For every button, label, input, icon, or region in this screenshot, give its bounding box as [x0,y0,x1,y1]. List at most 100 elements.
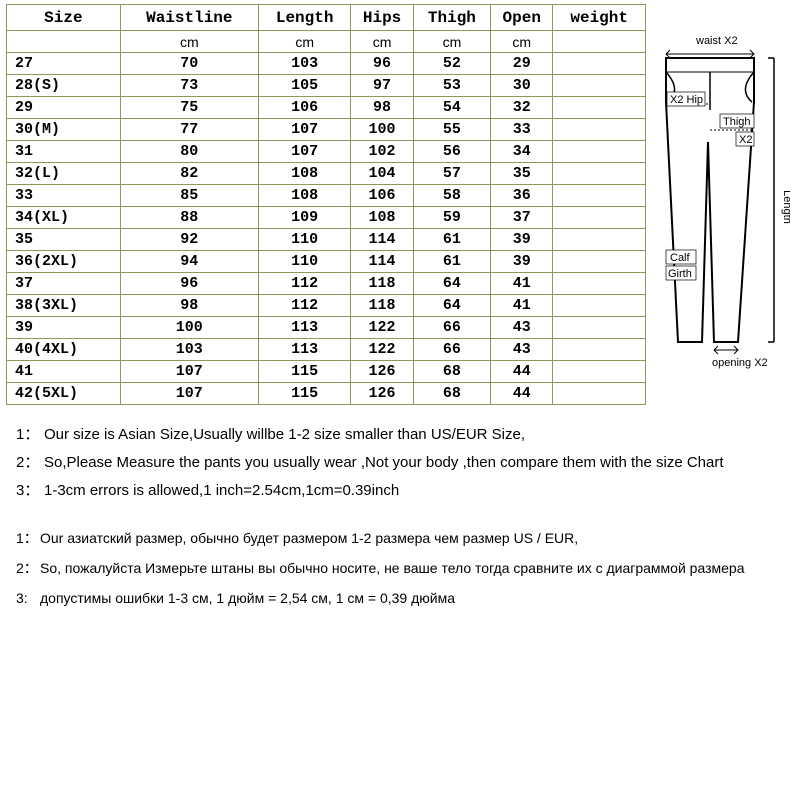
cell-value [553,229,646,251]
table-row: 28(S)73105975330 [7,75,646,97]
table-row: 42(5XL)1071151266844 [7,383,646,405]
notes-russian: 1： Our азиатский размер, обычно будет ра… [6,527,794,610]
cell-value: 115 [258,361,351,383]
cell-value: 105 [258,75,351,97]
cell-value: 114 [351,229,413,251]
cell-value: 103 [120,339,258,361]
cell-size: 42(5XL) [7,383,121,405]
cell-value: 44 [491,383,553,405]
cell-value [553,53,646,75]
cell-value: 118 [351,273,413,295]
cell-value: 55 [413,119,490,141]
table-row: 2770103965229 [7,53,646,75]
cell-value: 102 [351,141,413,163]
cell-size: 39 [7,317,121,339]
cell-value: 103 [258,53,351,75]
cell-value: 97 [351,75,413,97]
cell-value: 113 [258,339,351,361]
cell-size: 31 [7,141,121,163]
header-row: Size Waistline Length Hips Thigh Open we… [7,5,646,31]
table-row: 34(XL)881091085937 [7,207,646,229]
col-waistline: Waistline [120,5,258,31]
cell-size: 41 [7,361,121,383]
cell-value: 126 [351,383,413,405]
cell-value: 96 [120,273,258,295]
cell-value [553,251,646,273]
cell-value: 122 [351,339,413,361]
cell-value: 100 [351,119,413,141]
cell-value: 98 [351,97,413,119]
note-ru-3: 3: допустимы ошибки 1-3 см, 1 дюйм = 2,5… [16,587,794,611]
cell-value: 73 [120,75,258,97]
cell-size: 34(XL) [7,207,121,229]
cell-value: 64 [413,295,490,317]
cell-value: 80 [120,141,258,163]
cell-value [553,141,646,163]
cell-value: 109 [258,207,351,229]
table-row: 30(M)771071005533 [7,119,646,141]
notes-english: 1： Our size is Asian Size,Usually willbe… [6,423,794,503]
col-length: Length [258,5,351,31]
cell-value: 68 [413,383,490,405]
cell-value [553,317,646,339]
cell-value [553,339,646,361]
cell-value: 33 [491,119,553,141]
cell-size: 37 [7,273,121,295]
note-en-2: 2： So,Please Measure the pants you usual… [16,451,794,475]
cell-value: 64 [413,273,490,295]
cell-value: 108 [258,185,351,207]
cell-value: 113 [258,317,351,339]
cell-value: 98 [120,295,258,317]
table-row: 36(2XL)941101146139 [7,251,646,273]
cell-value: 39 [491,229,553,251]
cell-value: 107 [120,383,258,405]
cell-value: 54 [413,97,490,119]
cell-value: 41 [491,273,553,295]
cell-size: 30(M) [7,119,121,141]
cell-value: 110 [258,229,351,251]
table-row: 38(3XL)981121186441 [7,295,646,317]
cell-value: 37 [491,207,553,229]
cell-value: 35 [491,163,553,185]
table-row: 31801071025634 [7,141,646,163]
cell-value: 115 [258,383,351,405]
label-calf: Calf [670,252,691,264]
note-ru-1: 1： Our азиатский размер, обычно будет ра… [16,527,794,551]
cell-value: 66 [413,317,490,339]
cell-value: 122 [351,317,413,339]
cell-value [553,361,646,383]
cell-value [553,273,646,295]
table-row: 37961121186441 [7,273,646,295]
cell-value: 41 [491,295,553,317]
cell-value: 82 [120,163,258,185]
label-girth: Girth [668,268,692,280]
cell-size: 29 [7,97,121,119]
cell-value: 61 [413,251,490,273]
cell-value: 88 [120,207,258,229]
cell-value [553,295,646,317]
cell-value: 107 [258,141,351,163]
cell-value: 108 [351,207,413,229]
cell-value: 77 [120,119,258,141]
cell-value: 108 [258,163,351,185]
label-thigh-x2: X2 [739,134,752,146]
table-row: 411071151266844 [7,361,646,383]
table-row: 33851081065836 [7,185,646,207]
cell-value: 36 [491,185,553,207]
cell-value: 85 [120,185,258,207]
cell-value: 29 [491,53,553,75]
cell-value: 112 [258,273,351,295]
cell-value: 43 [491,339,553,361]
cell-value: 112 [258,295,351,317]
cell-value: 106 [258,97,351,119]
cell-value [553,97,646,119]
cell-value: 39 [491,251,553,273]
col-weight: weight [553,5,646,31]
note-ru-2: 2： So, пожалуйста Измерьте штаны вы обыч… [16,557,794,581]
cell-size: 28(S) [7,75,121,97]
cell-size: 38(3XL) [7,295,121,317]
cell-value: 104 [351,163,413,185]
cell-value: 30 [491,75,553,97]
cell-value [553,163,646,185]
cell-value: 61 [413,229,490,251]
